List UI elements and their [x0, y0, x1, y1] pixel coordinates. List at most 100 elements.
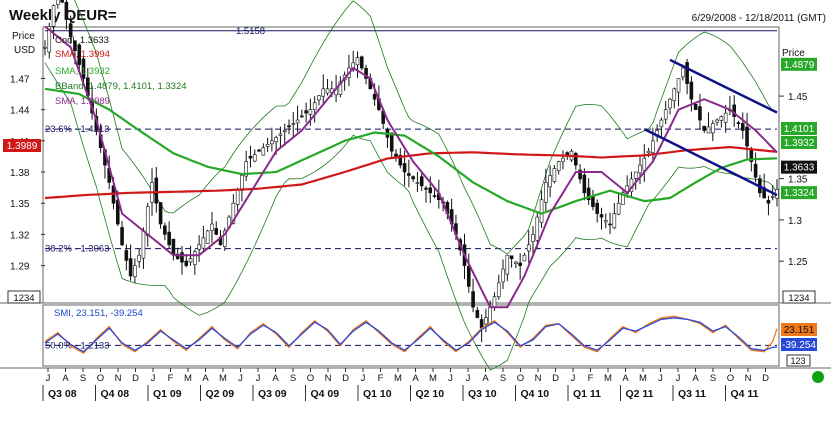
zoom-box[interactable]	[7, 290, 41, 304]
price-candle-body	[505, 254, 510, 275]
price-candle-body	[702, 125, 707, 131]
month-label: M	[639, 373, 647, 384]
price-candle-body	[565, 152, 570, 155]
price-panel	[42, 26, 780, 304]
month-label: O	[517, 373, 524, 384]
price-candle-body	[432, 195, 437, 197]
price-candle-body	[522, 254, 527, 262]
price-candle-body	[270, 140, 274, 145]
price-candle-body	[154, 177, 159, 204]
left-tick-label: 1.29	[10, 262, 30, 273]
fib-level-label: 38.2% - 1.3063	[45, 244, 109, 255]
price-candle-body	[43, 46, 47, 49]
quarter-label: Q4 11	[731, 388, 759, 400]
price-candle-body	[766, 200, 771, 204]
price-candle-body	[372, 94, 377, 100]
legend-sma-red: SMA, 1.3994	[55, 49, 110, 60]
price-candle-body	[612, 213, 617, 229]
price-candle-body	[466, 265, 471, 287]
price-candle-body	[47, 26, 52, 53]
price-candle-body	[81, 58, 86, 79]
smi-small-box[interactable]	[786, 354, 811, 367]
price-candle-body	[419, 176, 424, 187]
month-label: A	[482, 373, 489, 384]
price-candle-body	[548, 175, 552, 188]
price-candle-body	[64, 1, 69, 20]
price-candle-body	[603, 220, 608, 223]
quarter-label: Q2 09	[206, 388, 235, 400]
price-candle-body	[167, 231, 171, 246]
month-label: F	[378, 373, 384, 384]
right-badge-label: 1.4101	[784, 124, 815, 135]
price-candle-body	[706, 126, 711, 134]
zoom-box-label: 1234	[13, 293, 34, 304]
left-axis-ticks: 1.471.441.411.381.351.321.29	[10, 74, 45, 273]
month-label: N	[325, 373, 332, 384]
quarter-label: Q3 11	[678, 388, 706, 400]
price-candle-body	[257, 149, 261, 152]
month-label: J	[676, 373, 681, 384]
price-candle-body	[184, 260, 189, 266]
price-candle-body	[364, 67, 368, 79]
price-candle-body	[638, 164, 642, 174]
month-label: O	[97, 373, 104, 384]
quarter-label: Q3 08	[48, 388, 77, 400]
price-candle-body	[248, 155, 253, 159]
right-badge-bg	[781, 160, 817, 174]
price-candle-body	[411, 176, 415, 180]
price-candle-body	[723, 112, 728, 123]
month-label: D	[762, 373, 769, 384]
price-candle-body	[608, 223, 612, 226]
price-candle-body	[599, 214, 604, 218]
price-candle-body	[535, 216, 540, 241]
price-candle-body	[621, 192, 625, 205]
month-label: J	[256, 373, 261, 384]
price-candle-body	[124, 250, 129, 261]
month-label: D	[342, 373, 349, 384]
price-candle-body	[56, 0, 60, 5]
price-candle-body	[133, 265, 137, 278]
price-candle-body	[693, 103, 698, 110]
price-candle-body	[308, 109, 313, 115]
price-candle-body	[715, 119, 719, 123]
right-badge-bg	[781, 186, 817, 200]
right-zoom-box-label: 1234	[788, 293, 809, 304]
sma-purple-line	[44, 25, 778, 309]
sma-red-line	[44, 145, 778, 200]
right-axis-ticks: 1.45 1.35 1.3 1.25	[779, 92, 808, 268]
price-candle-body	[77, 44, 82, 65]
price-candle-body	[689, 81, 694, 100]
price-candle-body	[137, 254, 141, 262]
price-candle-body	[659, 119, 664, 128]
right-zoom-box[interactable]	[782, 290, 816, 304]
right-badge-bg	[781, 122, 817, 136]
price-candle-body	[300, 115, 304, 118]
left-axis-usd-label: USD	[14, 45, 35, 56]
price-candle-body	[561, 157, 565, 162]
smi-orange-badge: 23.151	[784, 325, 815, 336]
price-candle-body	[642, 157, 647, 171]
price-candle-body	[398, 154, 403, 166]
month-label: S	[290, 373, 296, 384]
price-candle-body	[509, 255, 514, 259]
month-label: J	[571, 373, 576, 384]
bollinger-bands	[44, 0, 778, 371]
month-label: M	[219, 373, 227, 384]
price-candle-body	[676, 78, 681, 93]
price-candle-body	[274, 137, 278, 143]
price-candle-body	[68, 23, 73, 38]
price-candle-body	[158, 202, 163, 225]
month-label: N	[115, 373, 122, 384]
price-candle-body	[193, 251, 197, 265]
price-candle-body	[740, 123, 745, 131]
price-candle-body	[325, 88, 330, 94]
price-candle-body	[668, 98, 672, 109]
price-candle-body	[321, 88, 326, 97]
price-candle-body	[355, 57, 360, 66]
price-candle-body	[710, 123, 715, 134]
fib-level-label: 50.0% - 1.2133	[45, 340, 109, 351]
legend: Cndl, 1.3633 SMA, 1.3994 SMA, 1.3932 BBa…	[55, 35, 187, 107]
price-candle-body	[556, 161, 561, 172]
price-candle-body	[753, 163, 758, 178]
